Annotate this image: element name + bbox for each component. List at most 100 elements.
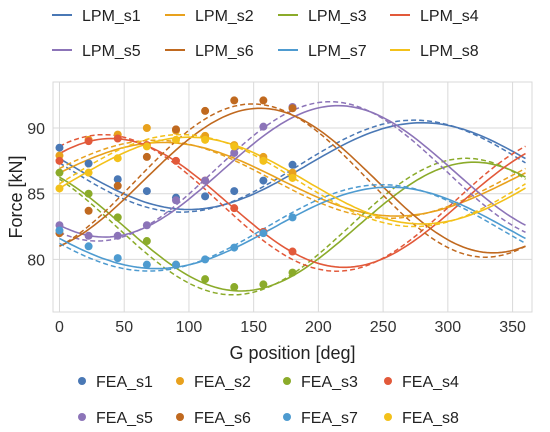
fea-point	[230, 187, 239, 196]
fea-point	[201, 106, 210, 115]
legend-item: FEA_s4	[384, 374, 459, 391]
legend-item: FEA_s1	[78, 374, 153, 391]
legend-top: LPM_s1 LPM_s2 LPM_s3 LPM_s4 LPM_s5 LPM_s6 LPM_…	[52, 8, 479, 60]
y-axis-title: Force [kN]	[6, 155, 26, 238]
legend-label: FEA_s3	[301, 374, 358, 391]
x-tick-label: 0	[55, 319, 64, 336]
x-axis-title: G position [deg]	[229, 343, 355, 363]
legend-label: LPM_s2	[195, 8, 254, 25]
fea-point	[84, 206, 93, 215]
fea-point	[113, 134, 122, 143]
fea-point	[84, 168, 93, 177]
fea-point	[113, 231, 122, 240]
legend-marker-swatch	[176, 377, 184, 385]
fea-point	[230, 142, 239, 151]
legend-marker-swatch	[283, 377, 291, 385]
fea-point	[55, 226, 64, 235]
fea-point	[113, 213, 122, 222]
legend-item: LPM_s5	[52, 43, 141, 60]
fea-trend-line	[59, 133, 526, 228]
fea-point	[259, 96, 268, 105]
fea-point	[201, 192, 210, 201]
y-tick-label: 80	[27, 252, 45, 269]
fea-point	[201, 255, 210, 264]
fea-point	[171, 125, 180, 134]
legend-item: LPM_s6	[165, 43, 254, 60]
fea-point	[171, 135, 180, 144]
fea-point	[55, 143, 64, 152]
legend-label: FEA_s4	[402, 374, 459, 391]
fea-point	[142, 260, 151, 269]
fea-point	[288, 213, 297, 222]
legend-label: LPM_s7	[308, 43, 367, 60]
fea-point	[55, 156, 64, 165]
legend-item: FEA_s6	[176, 410, 251, 427]
legend-label: LPM_s1	[82, 8, 141, 25]
legend-label: FEA_s1	[96, 374, 153, 391]
fea-point	[201, 176, 210, 185]
fea-point	[288, 104, 297, 113]
fea-trend-line	[59, 103, 526, 258]
fea-point	[288, 268, 297, 277]
legend-bottom: FEA_s1 FEA_s2 FEA_s3 FEA_s4 FEA_s5 FEA_s6 FEA_…	[78, 374, 459, 427]
fea-point	[113, 175, 122, 184]
x-tick-label: 300	[434, 319, 461, 336]
fea-point	[288, 173, 297, 182]
fea-point	[142, 142, 151, 151]
y-tick-label: 90	[27, 121, 45, 138]
fea-point	[230, 283, 239, 292]
legend-label: FEA_s6	[194, 410, 251, 427]
fea-point	[259, 156, 268, 165]
legend-marker-swatch	[78, 413, 86, 421]
fea-point	[84, 231, 93, 240]
fea-point	[259, 176, 268, 185]
legend-label: LPM_s8	[420, 43, 479, 60]
x-tick-label: 350	[499, 319, 526, 336]
legend-marker-swatch	[78, 377, 86, 385]
legend-item: LPM_s2	[165, 8, 254, 25]
legend-item: FEA_s7	[283, 410, 358, 427]
x-tick-label: 100	[176, 319, 203, 336]
legend-item: FEA_s5	[78, 410, 153, 427]
plot-frame	[52, 81, 533, 313]
fea-point	[259, 122, 268, 131]
legend-marker-swatch	[384, 413, 392, 421]
fea-point	[84, 242, 93, 251]
legend-item: LPM_s3	[278, 8, 367, 25]
fea-point	[84, 189, 93, 198]
lpm-line	[59, 186, 526, 270]
lpm-line	[59, 141, 526, 217]
fea-point	[230, 148, 239, 157]
fea-point	[84, 159, 93, 168]
legend-label: FEA_s2	[194, 374, 251, 391]
lpm-line	[59, 107, 526, 254]
fea-point	[113, 154, 122, 163]
legend-item: LPM_s1	[52, 8, 141, 25]
legend-label: FEA_s5	[96, 410, 153, 427]
fea-point	[288, 247, 297, 256]
fea-point	[288, 160, 297, 169]
x-tick-label: 250	[370, 319, 397, 336]
legend-label: LPM_s3	[308, 8, 367, 25]
fea-point	[113, 254, 122, 263]
legend-item: FEA_s8	[384, 410, 459, 427]
fea-point	[171, 260, 180, 269]
plot-area: 0 50 100 150 200 250 300 350 80 85 90 G position [d…	[6, 81, 533, 363]
fea-point	[171, 156, 180, 165]
fea-point	[230, 204, 239, 213]
legend-item: LPM_s7	[278, 43, 367, 60]
fea-point	[171, 196, 180, 205]
fea-point	[55, 184, 64, 193]
x-tick-label: 150	[240, 319, 267, 336]
fea-point	[113, 181, 122, 190]
fea-point	[142, 221, 151, 230]
legend-label: FEA_s7	[301, 410, 358, 427]
fea-point	[230, 243, 239, 252]
legend-marker-swatch	[283, 413, 291, 421]
legend-label: LPM_s4	[420, 8, 479, 25]
legend-item: LPM_s4	[390, 8, 479, 25]
fea-point	[142, 187, 151, 196]
fea-trend-line	[59, 183, 526, 272]
legend-item: LPM_s8	[390, 43, 479, 60]
